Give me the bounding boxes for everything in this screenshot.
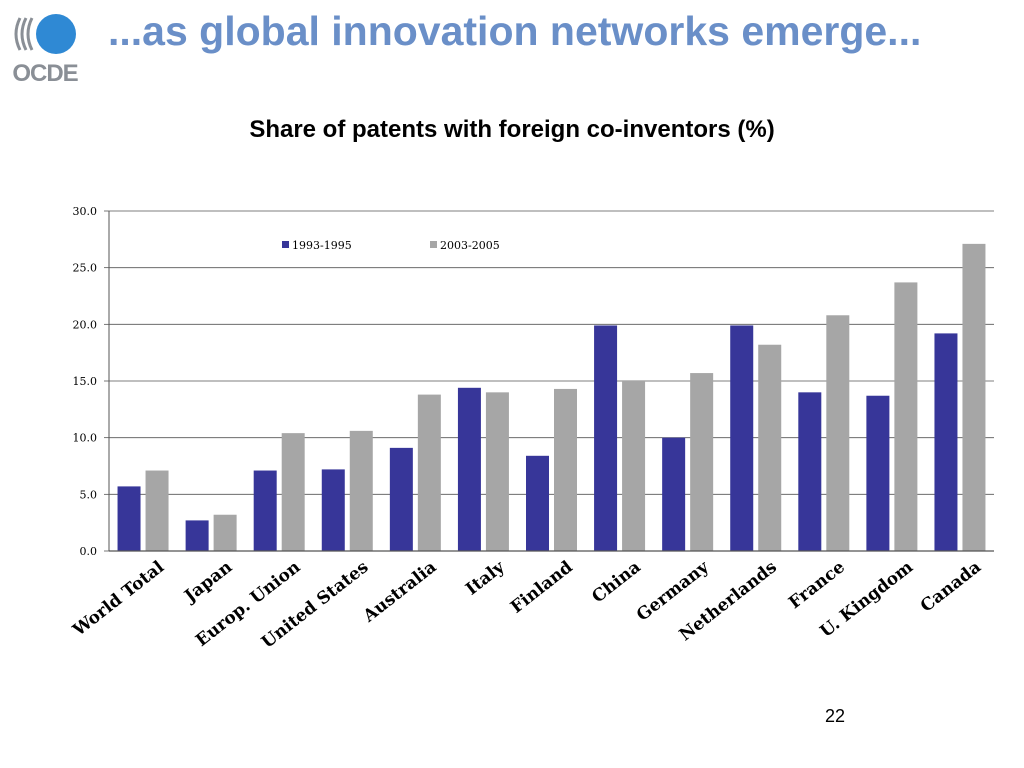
category-label: Australia: [359, 557, 441, 627]
bar-1993-1995-canada: [934, 333, 958, 551]
bar-1993-1995-australia: [389, 447, 413, 551]
bar-2003-2005-france: [826, 315, 850, 551]
slide-title: ...as global innovation networks emerge.…: [108, 8, 922, 54]
y-tick-label: 20.0: [73, 318, 98, 331]
bar-2003-2005-europ-union: [281, 433, 305, 551]
category-label: Japan: [179, 557, 236, 607]
bar-2003-2005-germany: [690, 373, 714, 551]
grid-lines: [109, 210, 994, 552]
chart-title: Share of patents with foreign co-invento…: [249, 116, 775, 143]
bar-2003-2005-japan: [213, 514, 237, 551]
category-label: World Total: [69, 557, 169, 641]
bar-1993-1995-japan: [185, 520, 209, 551]
bar-2003-2005-united-states: [349, 430, 373, 551]
legend-swatch: [430, 241, 437, 248]
bars: [117, 243, 986, 551]
category-label: Canada: [917, 557, 985, 616]
category-label: Italy: [462, 556, 509, 599]
bar-1993-1995-world-total: [117, 486, 141, 551]
bar-1993-1995-italy: [457, 387, 481, 551]
logo-text: OCDE: [12, 60, 78, 87]
legend-label: 2003-2005: [440, 239, 500, 252]
bar-1993-1995-finland: [526, 455, 549, 551]
bar-2003-2005-australia: [417, 394, 441, 551]
y-tick-label: 25.0: [73, 262, 98, 275]
y-tick-label: 15.0: [73, 375, 98, 388]
category-label: China: [588, 557, 644, 607]
oecd-logo: OCDE: [10, 12, 80, 87]
legend: 1993-1995 2003-2005: [282, 239, 500, 252]
bar-2003-2005-u-kingdom: [894, 282, 918, 551]
bar-2003-2005-italy: [485, 392, 509, 551]
legend-swatch: [282, 241, 289, 248]
y-tick-label: 30.0: [73, 205, 98, 218]
bar-1993-1995-united-states: [321, 469, 345, 551]
y-tick-label: 0.0: [80, 545, 98, 558]
bar-2003-2005-china: [622, 381, 646, 551]
axes: [108, 211, 994, 552]
bar-1993-1995-netherlands: [730, 325, 754, 551]
bar-1993-1995-france: [798, 392, 822, 551]
legend-label: 1993-1995: [292, 239, 352, 252]
bar-1993-1995-u-kingdom: [866, 395, 890, 551]
category-label: France: [785, 557, 849, 613]
bar-1993-1995-europ-union: [253, 470, 277, 551]
oecd-logo-icon: [14, 14, 76, 54]
y-tick-label: 5.0: [80, 488, 98, 501]
page-number: 22: [824, 706, 846, 726]
bar-1993-1995-germany: [662, 437, 686, 551]
category-label: Finland: [507, 557, 577, 618]
bar-2003-2005-finland: [554, 388, 577, 551]
bar-2003-2005-netherlands: [758, 344, 782, 551]
bar-2003-2005-world-total: [145, 470, 169, 551]
bar-2003-2005-canada: [962, 243, 986, 551]
y-axis-ticks: 0.0 5.0 10.0 15.0 20.0 25.0 30.0: [73, 205, 109, 558]
bar-1993-1995-china: [594, 325, 618, 551]
y-tick-label: 10.0: [73, 432, 98, 445]
